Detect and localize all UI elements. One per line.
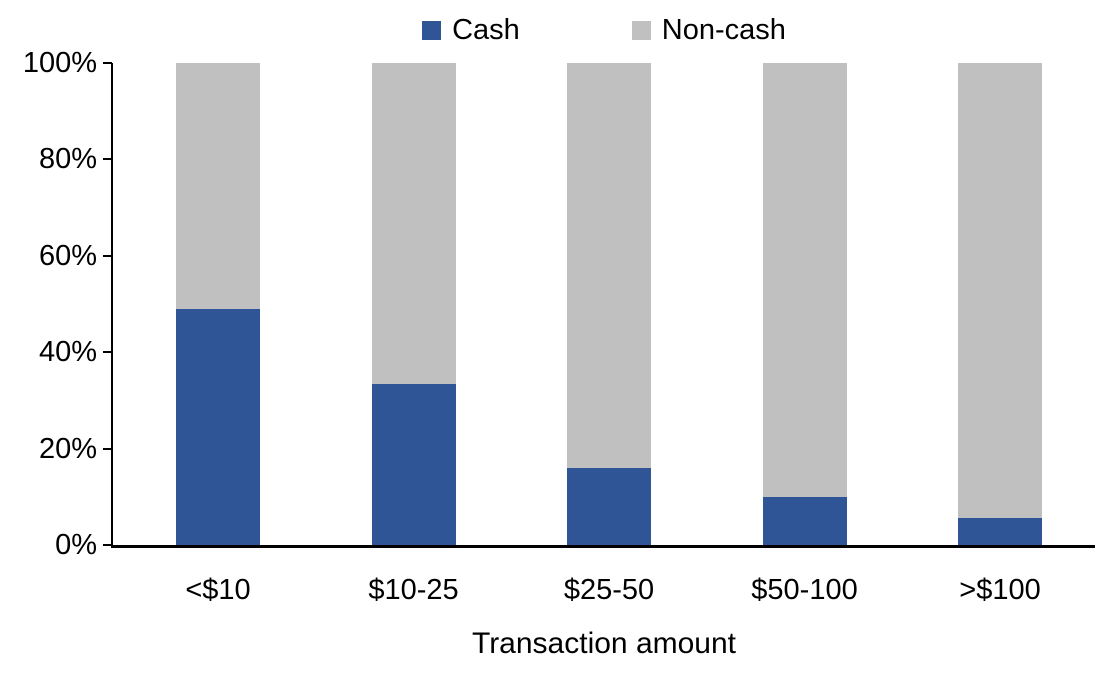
plot-area [113, 63, 1095, 545]
bar-10 [176, 63, 260, 545]
legend-item-cash: Cash [422, 12, 520, 48]
bar-segment-noncash-100 [958, 63, 1042, 519]
y-tick-60 [103, 254, 112, 257]
x-tick-label-100: >$100 [959, 574, 1041, 606]
legend-swatch-cash [422, 20, 442, 40]
y-tick-40 [103, 351, 112, 354]
bar-segment-noncash-50-100 [762, 63, 847, 497]
bar-25-50 [567, 63, 651, 545]
bar-segment-noncash-25-50 [567, 63, 651, 468]
bar-segment-cash-10-25 [371, 383, 456, 545]
y-tick-20 [103, 447, 112, 450]
chart-legend: Cash Non-cash [113, 12, 1095, 48]
x-axis-title: Transaction amount [471, 627, 737, 660]
bar-segment-cash-10 [176, 308, 260, 545]
y-tick-label-60: 60% [38, 239, 97, 272]
bar-segment-cash-100 [958, 518, 1042, 545]
bar-50-100 [762, 63, 847, 545]
bar-segment-cash-50-100 [762, 496, 847, 545]
bar-100 [958, 63, 1042, 545]
x-axis-line [111, 545, 1095, 548]
x-tick-label-10-25: $10-25 [368, 574, 459, 606]
bar-segment-noncash-10 [176, 63, 260, 309]
x-tick-label-10: <$10 [185, 574, 251, 606]
y-tick-label-20: 20% [38, 432, 97, 465]
y-tick-label-100: 100% [22, 47, 97, 79]
legend-label-non-cash: Non-cash [661, 14, 786, 46]
y-tick-80 [103, 158, 112, 161]
y-tick-label-80: 80% [38, 143, 97, 176]
x-tick-label-25-50: $25-50 [563, 574, 655, 606]
y-tick-100 [103, 62, 112, 64]
bar-segment-noncash-10-25 [371, 63, 456, 384]
legend-swatch-non-cash [631, 20, 651, 40]
y-tick-label-0: 0% [55, 529, 97, 561]
y-tick-0 [103, 544, 112, 546]
x-tick-label-50-100: $50-100 [751, 574, 858, 606]
bar-segment-cash-25-50 [567, 467, 651, 545]
legend-label-cash: Cash [452, 14, 520, 46]
y-axis-line [111, 63, 113, 546]
y-tick-label-40: 40% [38, 336, 97, 369]
bar-10-25 [371, 63, 456, 545]
legend-item-non-cash: Non-cash [631, 12, 786, 48]
